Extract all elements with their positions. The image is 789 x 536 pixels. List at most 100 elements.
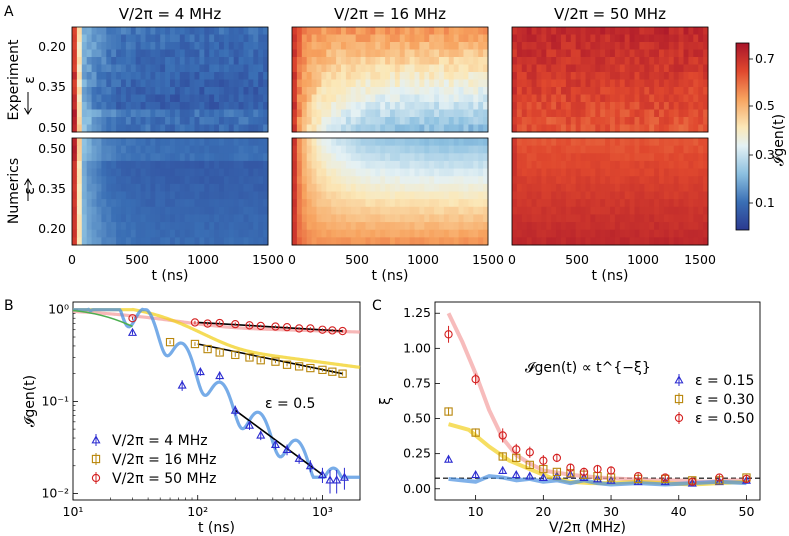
heatmap-cell [580,49,586,58]
heatmap-cell [155,168,161,177]
heatmap-cell [468,153,474,162]
heatmap-cell [355,34,362,43]
heatmap-cell [629,124,635,133]
heatmap-cell [443,153,450,162]
heatmap-cell [639,64,645,73]
heatmap-cell [575,34,582,43]
heatmap-cell [258,160,264,170]
heatmap-cell [634,160,640,170]
heatmap-cell [76,72,83,80]
heatmap-cell [399,206,406,215]
heatmap-cell [693,237,699,246]
heatmap-cell [336,94,342,103]
heatmap-cell [541,42,547,50]
heatmap-cell [463,117,469,125]
heatmap-cell [634,72,640,80]
heatmap-cell [301,117,308,125]
heatmap-cell [668,176,675,185]
heatmap-cell [629,222,635,231]
heatmap-cell [233,199,240,208]
heatmap-cell [614,214,621,223]
heatmap-cell [614,206,621,215]
heatmap-cell [355,79,362,88]
heatmap-cell [326,229,332,238]
heatmap-cell [199,214,205,223]
heatmap-cell [693,153,699,162]
heatmap-cell [233,87,240,95]
heatmap-cell [526,191,533,200]
heatmap-cell [150,229,156,238]
heatmap-cell [439,34,445,43]
heatmap-cell [219,138,225,147]
heatmap-cell [531,222,537,231]
heatmap-cell [390,199,396,208]
heatmap-cell [683,168,689,177]
heatmap-cell [629,199,635,208]
heatmap-cell [575,160,582,170]
heatmap-cell [111,87,117,95]
heatmap-cell [130,214,137,223]
heatmap-cell [355,168,362,177]
heatmap-cell [575,168,582,177]
heatmap-cell [238,214,244,223]
heatmap-cell [619,87,626,95]
heatmap-cell [331,42,337,50]
heatmap-cell [688,109,694,118]
heatmap-cell [619,94,626,103]
heatmap-cell [575,109,582,118]
heatmap-cell [209,206,215,215]
heatmap-cell [590,94,596,103]
heatmap-cell [189,49,195,58]
heatmap-cell [521,102,528,110]
heatmap-cell [703,42,709,50]
heatmap-cell [174,229,181,238]
heatmap-cell [600,214,606,223]
heatmap-cell [678,138,684,147]
heatmap-cell [546,199,552,208]
heatmap-cell [399,94,406,103]
heatmap-cell [673,72,680,80]
heatmap-cell [96,176,102,185]
heatmap-cell [253,191,259,200]
heatmap-cell [429,138,435,147]
data-point-triangle [741,475,751,484]
heatmap-cell [424,176,430,185]
heatmap-cell [629,102,635,110]
heatmap-cell [673,102,680,110]
heatmap-cell [96,57,102,65]
heatmap-cell [605,117,611,125]
heatmap-cell [531,57,537,65]
heatmap-cell [301,168,308,177]
heatmap-cell [204,191,210,200]
heatmap-cell [414,72,420,80]
heatmap-cell [345,153,352,162]
heatmap-cell [370,87,376,95]
heatmap-cell [580,229,586,238]
heatmap-cell [390,237,396,246]
heatmap-cell [306,87,313,95]
eps-arrow-label-top: ε [22,76,38,84]
heatmap-cell [683,87,689,95]
heatmap-cell [76,109,83,118]
heatmap-cell [443,79,450,88]
heatmap-cell [390,87,396,95]
data-point-triangle [687,478,697,487]
heatmap-cell [473,57,479,65]
data-point-circle [444,330,453,339]
heatmap-cell [634,222,640,231]
heatmap-cell [605,102,611,110]
heatmap-cell [448,214,455,223]
heatmap-cell [629,176,635,185]
heatmap-cell [86,191,93,200]
heatmap-cell [170,49,176,58]
heatmap-cell [654,145,660,154]
heatmap-cell [624,49,631,58]
heatmap-cell [301,153,308,162]
heatmap-cell [678,199,684,208]
heatmap-cell [76,34,83,43]
heatmap-cell [634,229,640,238]
heatmap-cell [639,42,645,50]
heatmap-cell [174,117,181,125]
heatmap-cell [536,109,542,118]
heatmap-cell [585,199,591,208]
